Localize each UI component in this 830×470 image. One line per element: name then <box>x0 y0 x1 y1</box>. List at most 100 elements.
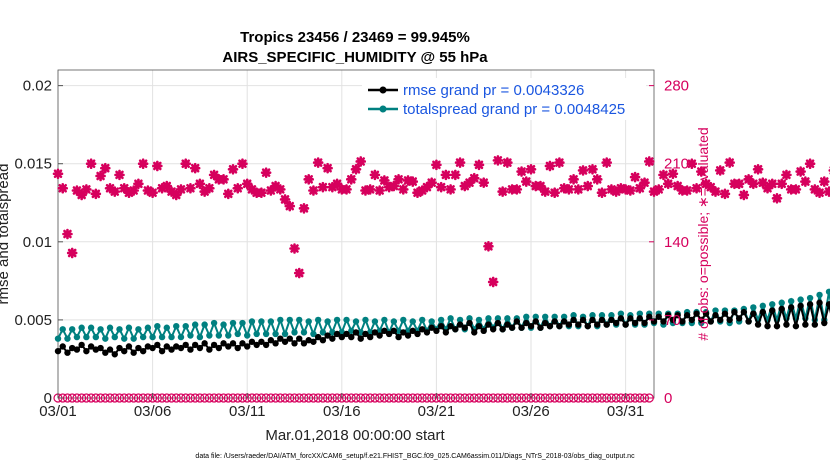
totalspread-point <box>494 315 502 322</box>
obs-evaluated-point <box>662 178 674 190</box>
rmse-point <box>343 330 350 338</box>
obs-evaluated-point <box>705 181 717 193</box>
x-tick-label: 03/16 <box>323 403 361 420</box>
totalspread-point <box>617 310 625 317</box>
obs-evaluated-point <box>435 181 447 193</box>
rmse-point <box>191 341 199 349</box>
totalspread-point <box>390 318 398 325</box>
obs-evaluated-point <box>166 186 177 197</box>
totalspread-point <box>409 318 416 325</box>
totalspread-point <box>68 326 76 333</box>
obs-possible-point <box>583 393 593 403</box>
rmse-point <box>499 326 506 333</box>
obs-possible-point <box>412 393 423 403</box>
rmse-point <box>225 343 232 350</box>
obs-evaluated-point <box>714 165 726 176</box>
rmse-point <box>527 322 535 330</box>
obs-evaluated-point <box>95 170 106 182</box>
rmse-point <box>608 316 615 324</box>
obs-evaluated-point <box>355 156 367 167</box>
x-tick-label: 03/31 <box>607 403 645 420</box>
rmse-point <box>712 312 719 319</box>
obs-evaluated-point <box>525 163 537 175</box>
totalspread-point <box>485 315 492 322</box>
obs-evaluated-point <box>468 172 480 184</box>
obs-evaluated-point <box>558 182 570 194</box>
obs-possible-point <box>323 393 333 403</box>
obs-possible-point <box>564 393 574 403</box>
obs-possible-point <box>417 393 427 403</box>
obs-possible-point <box>176 393 186 403</box>
rmse-point <box>116 344 123 352</box>
obs-evaluated-point <box>345 174 357 185</box>
obs-possible-point <box>441 393 451 403</box>
obs-possible-point <box>436 393 446 403</box>
totalspread-point <box>144 324 152 331</box>
totalspread-point <box>608 312 615 319</box>
obs-evaluated-point <box>629 171 641 183</box>
rmse-point <box>603 321 610 328</box>
rmse-point <box>721 310 729 317</box>
obs-evaluated-point <box>497 186 508 197</box>
obs-possible-point <box>422 393 432 403</box>
rmse-point <box>513 318 521 325</box>
rmse-point <box>806 301 814 308</box>
obs-possible-point <box>384 393 394 403</box>
obs-evaluated-point <box>142 185 154 196</box>
obs-evaluated-point <box>104 182 116 194</box>
totalspread-point <box>83 333 90 341</box>
obs-evaluated-point <box>483 240 494 252</box>
rmse-point <box>362 330 369 338</box>
obs-possible-point <box>625 393 635 403</box>
rmse-point <box>390 327 398 335</box>
obs-evaluated-point <box>421 181 433 193</box>
rmse-point <box>97 344 104 352</box>
totalspread-point <box>816 291 823 299</box>
totalspread-point <box>149 333 156 341</box>
obs-evaluated-point <box>762 182 773 194</box>
obs-evaluated-point <box>620 184 631 195</box>
obs-evaluated-point <box>752 163 764 175</box>
obs-possible-point <box>91 393 101 403</box>
totalspread-point <box>475 316 483 324</box>
rmse-point <box>310 338 317 345</box>
obs-evaluated-point <box>265 185 277 196</box>
x-tick-label: 03/21 <box>418 403 456 420</box>
obs-evaluated-point <box>738 189 750 201</box>
y-tick-label-right: 210 <box>664 156 689 173</box>
obs-possible-point <box>346 393 356 403</box>
obs-evaluated-point <box>388 180 400 192</box>
rmse-point <box>272 340 279 347</box>
obs-evaluated-point <box>776 178 788 190</box>
obs-possible-point <box>195 393 205 403</box>
obs-evaluated-point <box>114 169 125 181</box>
rmse-point <box>792 322 800 330</box>
obs-evaluated-point <box>312 157 324 168</box>
obs-evaluated-point <box>76 189 87 201</box>
obs-evaluated-point <box>161 180 173 192</box>
obs-evaluated-point <box>795 166 806 177</box>
obs-possible-point <box>450 393 460 403</box>
obs-possible-point <box>261 393 271 403</box>
rmse-point <box>754 321 762 328</box>
obs-possible-point <box>498 393 508 403</box>
rmse-point <box>773 322 781 330</box>
totalspread-point <box>428 318 435 325</box>
totalspread-point <box>206 332 213 339</box>
obs-possible-point <box>233 393 243 403</box>
rmse-point <box>314 333 322 341</box>
obs-evaluated-point <box>293 267 305 279</box>
obs-evaluated-point <box>241 178 253 190</box>
obs-evaluated-point <box>573 184 584 195</box>
rmse-point <box>83 347 90 355</box>
legend-box <box>362 78 646 120</box>
obs-possible-point <box>365 393 375 403</box>
totalspread-point <box>286 316 293 324</box>
rmse-point <box>333 330 341 338</box>
rmse-point <box>201 340 208 347</box>
obs-possible-point <box>464 393 475 403</box>
rmse-point <box>612 319 620 327</box>
obs-evaluated-point <box>568 174 579 185</box>
totalspread-point <box>362 316 369 324</box>
rmse-point <box>764 322 771 330</box>
